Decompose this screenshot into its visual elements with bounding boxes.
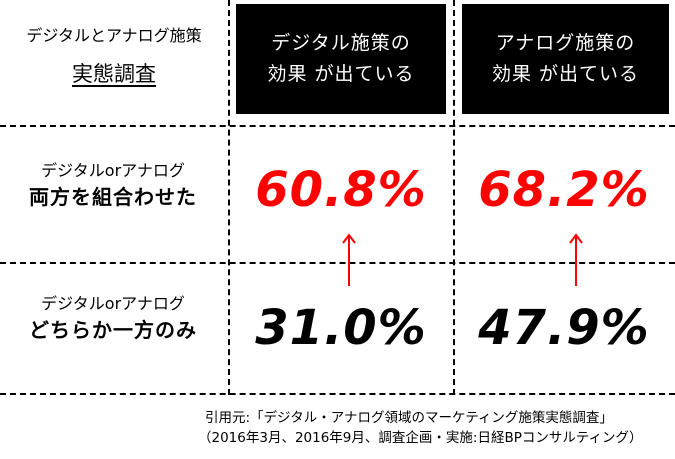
increase-arrow-icon bbox=[569, 233, 583, 286]
row-label-line2: どちらか一方のみ bbox=[29, 318, 197, 342]
column-header-line1: アナログ施策の bbox=[495, 32, 636, 54]
column-header-analog: アナログ施策の 効果 が出ている bbox=[462, 4, 669, 114]
citation-line-1: 引用元:「デジタル・アナログ領域のマーケティング施策実態調査」 bbox=[205, 410, 613, 426]
row-label-line1: デジタルorアナログ bbox=[41, 161, 185, 180]
grid-divider-vertical-1 bbox=[228, 0, 230, 395]
grid-divider-horizontal-1 bbox=[0, 125, 675, 127]
row-label-combined: デジタルorアナログ 両方を組合わせた bbox=[0, 160, 226, 212]
corner-title-text: 実態調査 bbox=[72, 62, 156, 86]
corner-subtitle: デジタルとアナログ施策 bbox=[26, 26, 202, 45]
value-single-analog: 47.9% bbox=[478, 300, 650, 356]
value-single-digital: 31.0% bbox=[255, 300, 427, 356]
column-header-line1: デジタル施策の bbox=[271, 32, 411, 54]
grid-divider-horizontal-2 bbox=[0, 262, 675, 264]
increase-arrow-icon bbox=[342, 233, 356, 286]
column-header-line2: 効果 が出ている bbox=[267, 63, 415, 85]
row-label-line1: デジタルorアナログ bbox=[41, 294, 185, 313]
row-label-line2: 両方を組合わせた bbox=[29, 185, 197, 209]
column-header-line2: 効果 が出ている bbox=[491, 63, 640, 85]
corner-title: 実態調査 bbox=[0, 58, 228, 88]
column-header-digital: デジタル施策の 効果 が出ている bbox=[236, 4, 446, 114]
citation-line-2: （2016年3月、2016年9月、調査企画・実施:日経BPコンサルティング） bbox=[198, 430, 643, 446]
grid-divider-vertical-2 bbox=[453, 0, 455, 395]
grid-divider-horizontal-3 bbox=[0, 393, 675, 395]
value-combined-analog: 68.2% bbox=[478, 162, 650, 218]
value-combined-digital: 60.8% bbox=[255, 162, 427, 218]
row-label-single: デジタルorアナログ どちらか一方のみ bbox=[0, 293, 226, 345]
